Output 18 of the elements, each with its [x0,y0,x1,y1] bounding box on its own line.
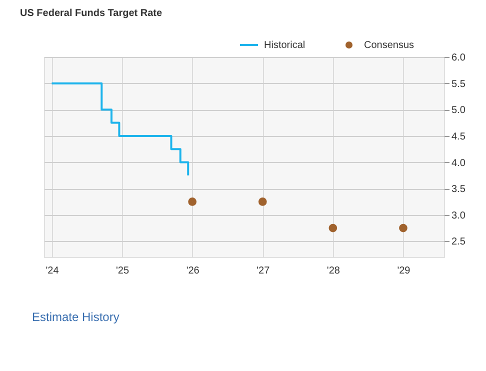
legend-label: Historical [264,40,306,51]
y-tick-label: 6.0 [452,52,466,64]
y-tick-label: 5.0 [452,105,466,116]
y-tick-label: 5.5 [452,78,466,90]
x-tick-label: '28 [326,266,340,276]
chart-title: US Federal Funds Target Rate [20,8,163,19]
y-tick-label: 4.0 [452,158,466,169]
x-tick-label: '26 [186,266,200,276]
text: Estimate History [32,310,120,324]
x-tick-label: '24 [46,266,60,276]
y-tick-label: 3.5 [452,184,466,196]
y-tick-label: 3.0 [452,210,466,222]
x-tick-label: '29 [397,266,411,276]
x-tick-label: '25 [116,266,130,276]
y-tick-label: 2.5 [452,236,466,248]
x-tick-label: '27 [256,266,270,276]
legend-label: Consensus [364,40,414,51]
y-tick-label: 4.5 [452,131,466,142]
